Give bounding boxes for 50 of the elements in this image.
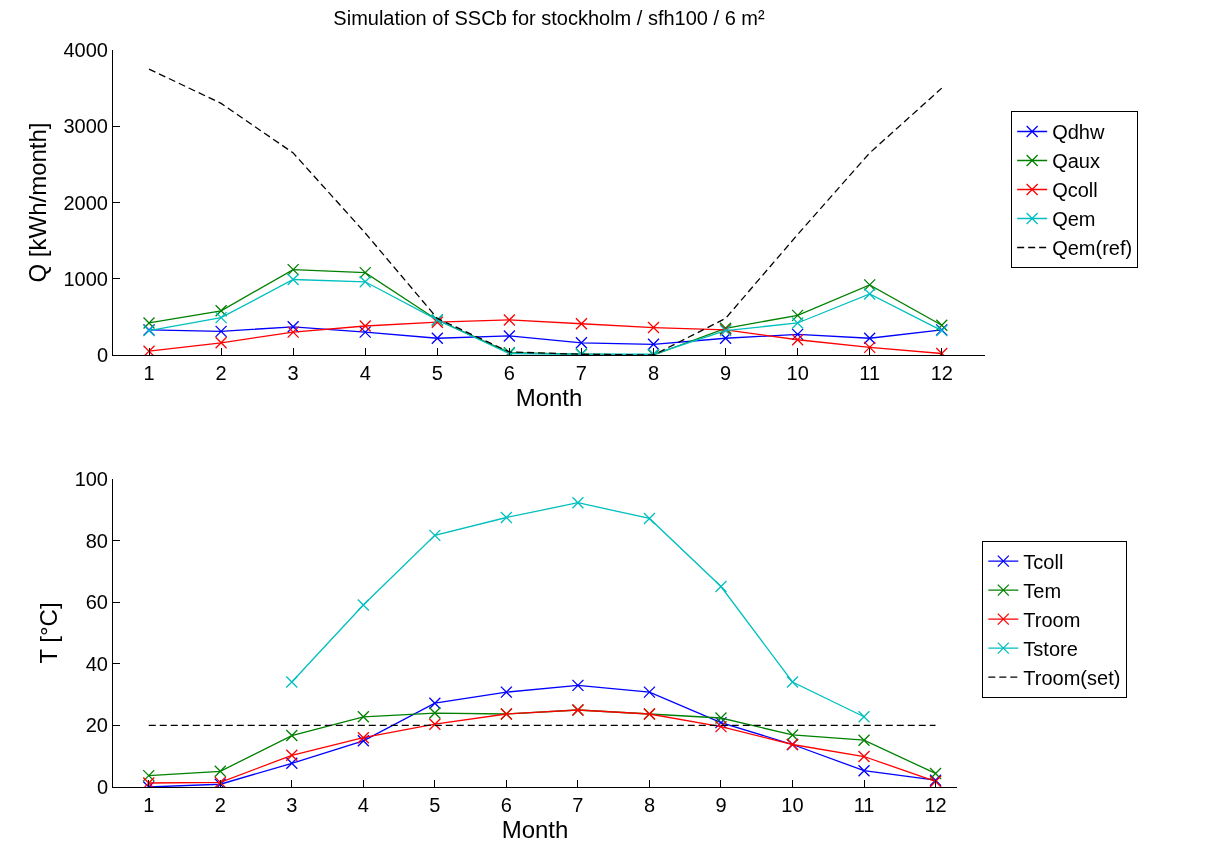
x-tick-label: 3 (286, 794, 298, 816)
x-tick-label: 11 (853, 794, 875, 816)
y-tick-label: 0 (96, 776, 108, 798)
y-axis-title: T [°C] (34, 602, 62, 664)
x-tick-label: 7 (572, 794, 584, 816)
x-tick-label: 8 (647, 362, 660, 384)
y-tick-label: 3000 (63, 115, 108, 138)
x-tick-label: 1 (143, 794, 155, 816)
y-tick-label: 20 (85, 714, 108, 737)
y-tick-label: 0 (96, 344, 108, 366)
x-tick-label: 12 (924, 794, 947, 816)
chart-title: Simulation of SSCb for stockholm / sfh100 / 6 m² (333, 6, 765, 29)
y-tick-label: 1000 (63, 267, 108, 290)
x-tick-label: 6 (503, 362, 515, 384)
x-tick-label: 9 (715, 794, 727, 816)
x-tick-label: 3 (287, 362, 299, 384)
legend-label: Qaux (1052, 150, 1100, 173)
x-tick-label: 4 (357, 794, 369, 816)
legend-label: Tcoll (1023, 550, 1064, 573)
x-tick-label: 5 (429, 794, 441, 816)
legend-label: Qem (1052, 208, 1096, 231)
x-tick-label: 11 (859, 362, 881, 384)
y-tick-label: 80 (85, 529, 108, 552)
y-tick-label: 100 (74, 468, 108, 490)
legend-label: Qdhw (1052, 121, 1105, 144)
y-axis-title: Q [kWh/month] (23, 122, 51, 283)
legend-label: Tstore (1023, 637, 1078, 660)
x-tick-label: 2 (214, 794, 226, 816)
legend-label: Qcoll (1052, 179, 1098, 202)
y-tick-label: 2000 (63, 191, 108, 214)
y-tick-label: 4000 (63, 39, 108, 61)
legend-label: Tem (1023, 579, 1062, 602)
x-tick-label: 10 (786, 362, 809, 384)
x-tick-label: 5 (431, 362, 443, 384)
y-tick-label: 40 (85, 652, 108, 675)
x-axis-title: Month (501, 816, 569, 843)
x-tick-label: 6 (500, 794, 512, 816)
x-tick-label: 9 (720, 362, 732, 384)
x-axis-title: Month (515, 384, 583, 411)
x-tick-label: 7 (575, 362, 587, 384)
x-tick-label: 4 (359, 362, 371, 384)
legend-label: Qem(ref) (1052, 237, 1133, 260)
y-tick-label: 60 (85, 591, 108, 614)
x-tick-label: 12 (930, 362, 953, 384)
legend-label: Troom(set) (1023, 666, 1121, 689)
x-tick-label: 10 (781, 794, 804, 816)
legend-label: Troom (1023, 608, 1081, 631)
x-tick-label: 8 (643, 794, 655, 816)
x-tick-label: 1 (143, 362, 155, 384)
x-tick-label: 2 (215, 362, 227, 384)
